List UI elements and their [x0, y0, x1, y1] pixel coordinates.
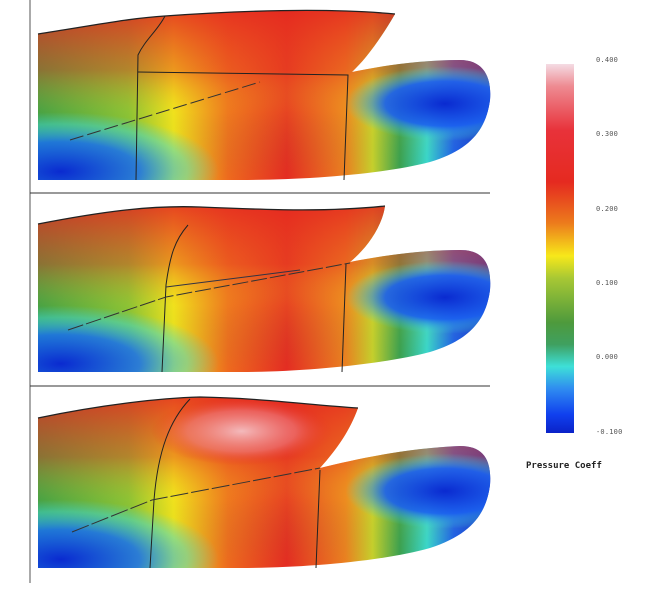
pressure-colorbar	[546, 64, 574, 433]
colorbar-tick-label: 0.100	[596, 279, 619, 287]
contour-panel-1	[37, 9, 491, 181]
colorbar-tick-label: 0.200	[596, 205, 619, 213]
contour-panel-2	[37, 205, 491, 373]
contour-panel-3	[37, 396, 491, 569]
colorbar-caption: Pressure Coeff	[526, 461, 602, 471]
colorbar-tick-label: 0.000	[596, 353, 619, 361]
colorbar-tick-label: 0.400	[596, 56, 619, 64]
colorbar-tick-label: 0.300	[596, 130, 619, 138]
colorbar-tick-label: -0.100	[596, 428, 623, 436]
